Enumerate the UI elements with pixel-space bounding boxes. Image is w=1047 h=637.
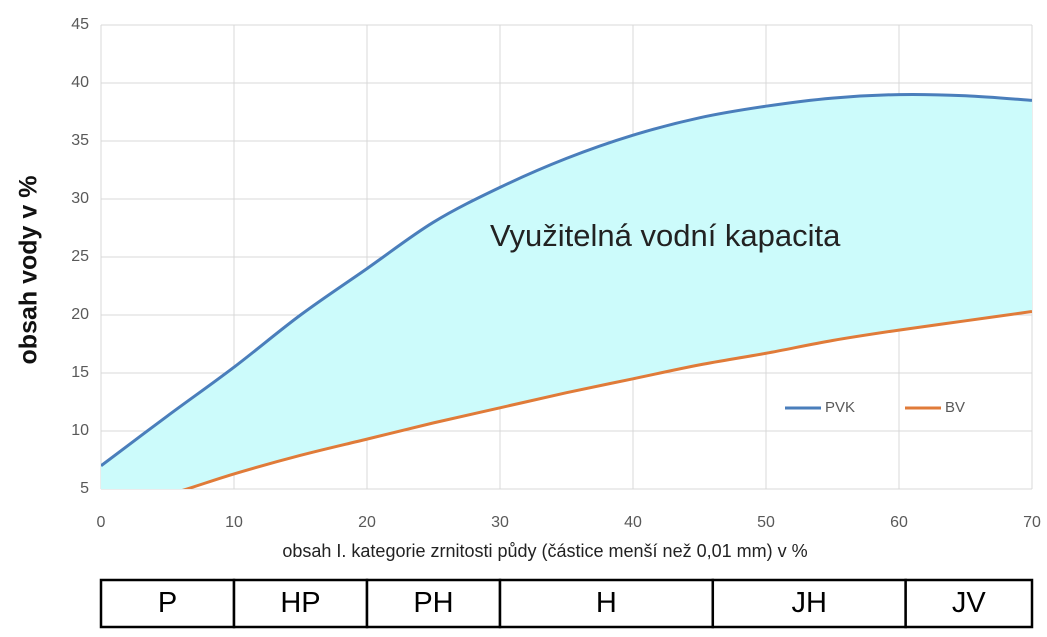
y-tick-label: 20 — [71, 306, 89, 323]
x-tick-label: 0 — [97, 514, 106, 531]
soil-class-label: H — [596, 587, 617, 619]
series-line — [101, 92, 1032, 467]
x-tick-label: 20 — [358, 514, 376, 531]
y-tick-label: 30 — [71, 190, 89, 207]
series-line — [182, 310, 1032, 489]
y-tick-label: 10 — [71, 422, 89, 439]
legend-label: PVK — [825, 399, 855, 416]
y-tick-label: 40 — [71, 74, 89, 91]
soil-class-cell — [365, 578, 502, 629]
soil-class-cell — [711, 578, 907, 629]
soil-class-cell — [904, 578, 1034, 629]
soil-class-label: HP — [280, 587, 320, 619]
x-tick-label: 40 — [624, 514, 642, 531]
soil-class-label: P — [158, 587, 177, 619]
labels: 5 10 15 20 25 30 35 40 45 0 10 20 30 40 50 60 70 — [71, 16, 1041, 531]
soil-class-label: JV — [952, 587, 987, 619]
x-axis-label: obsah I. kategorie zrnitosti půdy (části… — [282, 541, 807, 561]
legend-label: BV — [945, 399, 965, 416]
x-tick-label: 60 — [890, 514, 908, 531]
x-tick-label: 50 — [757, 514, 775, 531]
y-tick-label: 45 — [71, 16, 89, 33]
soil-class-cell — [232, 578, 369, 629]
lines — [101, 92, 1032, 489]
legend: PVK BV — [785, 399, 965, 416]
y-tick-label: 5 — [80, 480, 89, 497]
y-axis-label: obsah vody v % — [15, 176, 43, 365]
y-tick-label: 25 — [71, 248, 89, 265]
soil-class-label: PH — [413, 587, 453, 619]
capacity-area — [101, 94, 1032, 489]
soil-class-label: JH — [791, 587, 826, 619]
soil-class-cell — [498, 578, 715, 629]
y-tick-label: 15 — [71, 364, 89, 381]
x-tick-label: 70 — [1023, 514, 1041, 531]
y-tick-label: 35 — [71, 132, 89, 149]
x-tick-label: 30 — [491, 514, 509, 531]
x-tick-label: 10 — [225, 514, 243, 531]
soil-table: P HP PH H JH JV — [99, 578, 1034, 629]
annotation: Využitelná vodní kapacita — [490, 218, 841, 253]
